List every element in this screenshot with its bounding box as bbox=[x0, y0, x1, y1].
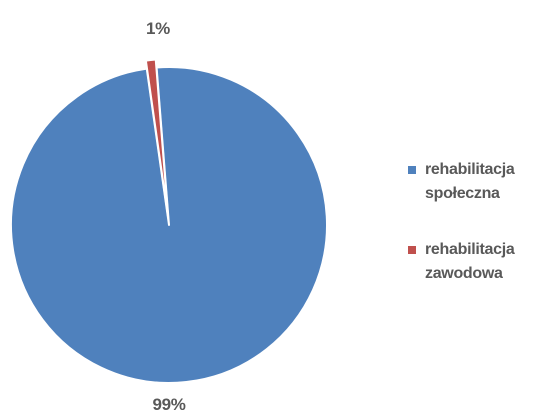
legend: rehabilitacja społeczna rehabilitacja za… bbox=[408, 158, 549, 318]
legend-item-rehabilitacja-zawodowa: rehabilitacja zawodowa bbox=[408, 238, 549, 286]
legend-swatch-blue bbox=[408, 166, 416, 174]
pie-slice-rehabilitacja-spoleczna bbox=[10, 66, 328, 384]
data-label-rehabilitacja-zawodowa: 1% bbox=[146, 19, 170, 38]
legend-label-line1: rehabilitacja bbox=[425, 161, 515, 178]
legend-label-line1: rehabilitacja bbox=[425, 241, 515, 258]
legend-label-line2: społeczna bbox=[425, 185, 500, 202]
pie-slice-rehabilitacja-zawodowa bbox=[144, 58, 170, 219]
pie-slices-group bbox=[10, 58, 328, 384]
legend-label-line2: zawodowa bbox=[425, 265, 503, 282]
data-label-rehabilitacja-spoleczna: 99% bbox=[152, 395, 186, 414]
legend-swatch-red bbox=[408, 246, 416, 254]
legend-item-rehabilitacja-spoleczna: rehabilitacja społeczna bbox=[408, 158, 549, 206]
